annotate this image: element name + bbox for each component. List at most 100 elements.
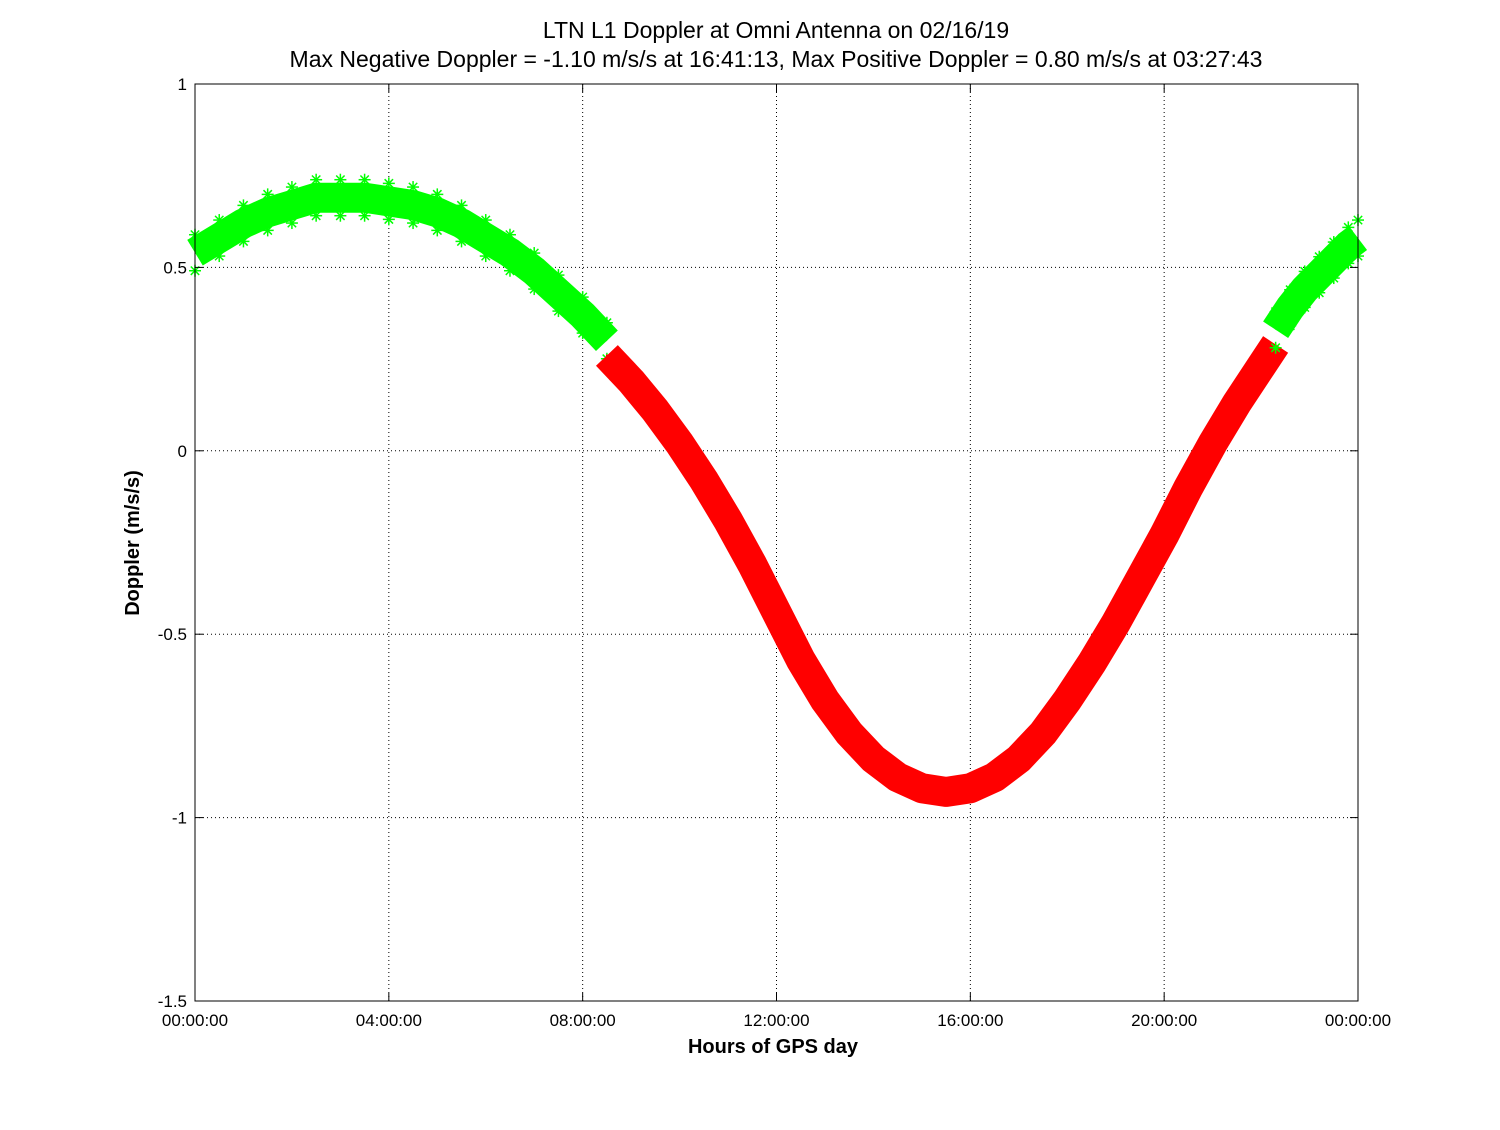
asterisk-stroke [1329,273,1339,283]
asterisk-stroke [1329,237,1339,247]
asterisk-stroke [408,218,418,228]
data-point [285,181,298,230]
asterisk-stroke [1299,266,1310,277]
chart-subtitle: Max Negative Doppler = -1.10 m/s/s at 16… [290,46,1263,72]
asterisk-stroke [432,225,443,236]
asterisk-stroke [335,210,346,221]
series-line-3 [1274,237,1359,331]
asterisk-stroke [577,292,588,302]
data-point [358,173,371,222]
asterisk-stroke [456,200,467,211]
y-tick-label: -0.5 [158,625,187,644]
data-point [455,199,468,248]
asterisk-stroke [384,214,394,225]
chart-title: LTN L1 Doppler at Omni Antenna on 02/16/… [543,17,1009,43]
tick-layer: 00:00:00 04:00:00 08:00:00 12:00:00 16:00:00… [158,75,1391,1030]
data-point [702,479,705,482]
data-point [896,776,899,779]
data-point [678,442,681,445]
series-band-2 [595,336,1289,807]
asterisk-stroke [1270,343,1281,353]
x-tick-label: 12:00:00 [743,1011,809,1030]
y-tick-label: -1.5 [158,992,187,1011]
y-tick-label: 0 [178,442,187,461]
data-point [775,611,778,614]
asterisk-stroke [456,236,467,247]
data-point [576,291,589,340]
asterisk-stroke [505,265,515,276]
grid-layer [195,84,1358,1001]
data-point [1187,486,1190,489]
data-point [479,214,492,263]
data-point [630,380,633,383]
data-point [1114,622,1117,625]
asterisk-stroke [1314,252,1324,262]
data-point [1138,578,1141,581]
data-point [1298,265,1311,314]
data-point [334,173,347,222]
data-point [605,354,608,357]
asterisk-stroke [529,248,539,258]
data-point [969,787,972,790]
data-point [1284,283,1297,332]
asterisk-stroke [214,251,224,261]
data-point [1327,236,1340,285]
asterisk-stroke [481,215,491,225]
asterisk-stroke [238,200,249,211]
data-point [1313,250,1326,299]
asterisk-stroke [1343,258,1354,269]
data-point [1017,757,1020,760]
asterisk-stroke [505,229,515,240]
asterisk-stroke [335,174,346,185]
data-point [237,199,250,248]
asterisk-stroke [311,210,321,221]
y-tick-label: -1 [172,809,187,828]
asterisk-stroke [1299,302,1310,313]
asterisk-stroke [577,328,588,338]
asterisk-stroke [287,218,297,228]
data-point [261,188,274,237]
asterisk-stroke [262,189,273,200]
asterisk-stroke [1285,285,1295,295]
asterisk-stroke [238,236,249,247]
asterisk-stroke [529,284,539,294]
series-band-1 [187,182,618,352]
x-axis-label: Hours of GPS day [688,1036,859,1058]
asterisk-stroke [553,306,564,316]
data-point [382,177,395,226]
asterisk-stroke [553,270,564,280]
data-point [1260,365,1263,368]
data-point [799,658,802,661]
data-point [751,563,754,566]
data-point [431,188,444,237]
series-line-2 [606,343,1277,793]
data-point [1163,534,1166,537]
x-tick-label: 08:00:00 [550,1011,616,1030]
data-point [407,181,420,230]
data-point [848,732,851,735]
data-point [528,247,541,296]
asterisk-stroke [481,251,491,261]
data-point [920,787,923,790]
data-point [1235,402,1238,405]
series-line-1 [194,196,608,342]
asterisk-stroke [359,210,370,221]
data-point [1090,662,1093,665]
asterisk-stroke [432,189,443,200]
data-point [727,519,730,522]
asterisk-stroke [287,182,297,192]
asterisk-stroke [408,182,418,192]
y-tick-label: 0.5 [163,258,187,277]
data-point [1042,732,1045,735]
asterisk-stroke [311,174,321,185]
asterisk-stroke [262,225,273,236]
data-point [1269,305,1282,354]
data-point [1342,221,1355,270]
data-point [654,409,657,412]
data-point [310,173,323,222]
asterisk-stroke [602,318,612,328]
asterisk-stroke [1270,307,1281,317]
asterisk-stroke [384,178,394,189]
